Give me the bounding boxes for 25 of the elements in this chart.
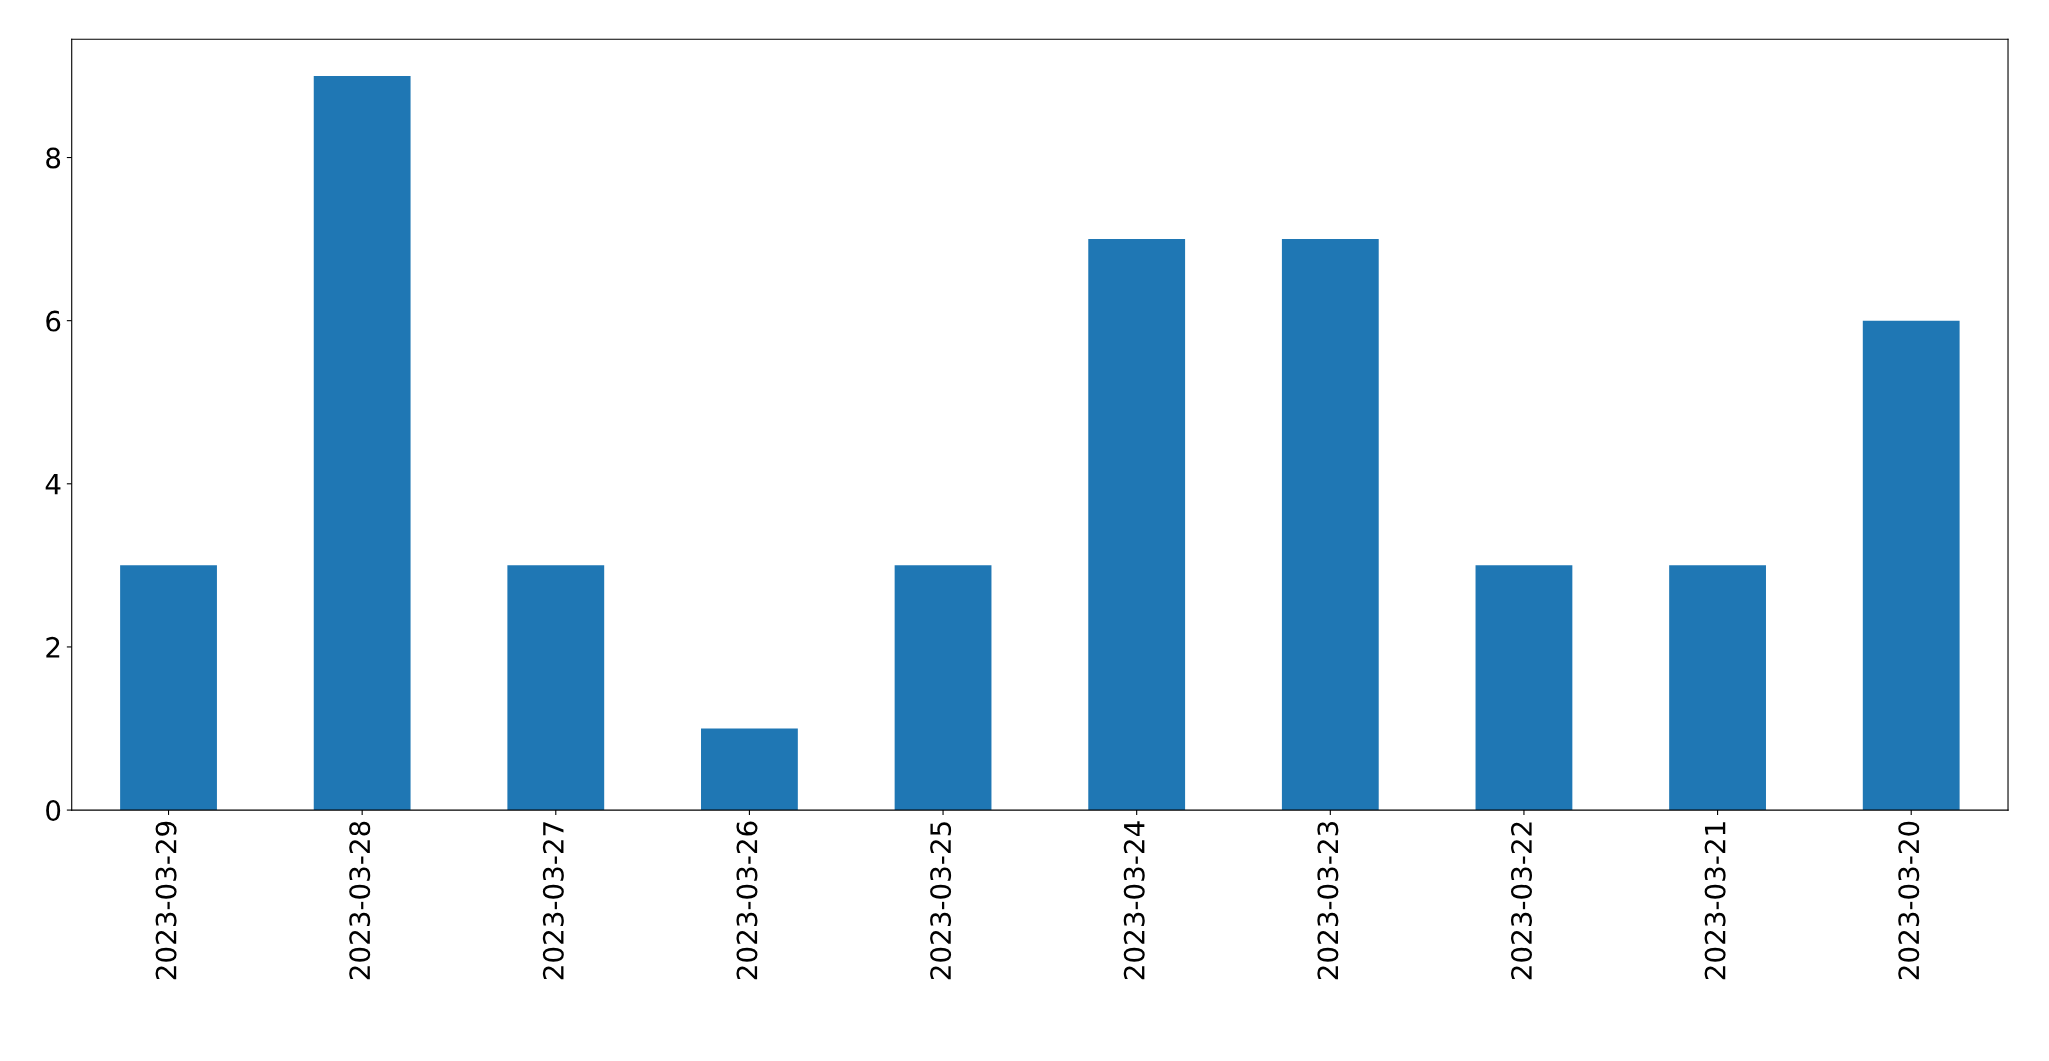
y-tick-label: 4 [45, 474, 61, 495]
x-tick-label: 2023-03-27 [542, 822, 564, 980]
y-tick-label: 2 [46, 636, 60, 658]
x-tick-label: 2023-03-22 [1510, 822, 1532, 980]
bar [1281, 239, 1379, 811]
bar [1088, 239, 1186, 811]
y-tick-label: 0 [46, 800, 61, 822]
bar [1862, 320, 1960, 811]
bar [120, 565, 217, 811]
x-tick-label: 2023-03-25 [930, 822, 952, 980]
x-tick-label: 2023-03-23 [1317, 822, 1339, 980]
x-tick-label: 2023-03-26 [736, 821, 758, 980]
bar [1669, 565, 1766, 811]
x-tick-label: 2023-03-21 [1704, 822, 1726, 980]
x-tick-label: 2023-03-29 [155, 821, 177, 980]
bar [507, 565, 605, 811]
bar [1475, 565, 1573, 811]
y-tick-label: 6 [46, 310, 61, 332]
x-tick-label: 2023-03-24 [1123, 821, 1145, 980]
bar [894, 565, 992, 811]
y-tick-label: 8 [46, 147, 61, 169]
x-tick-label: 2023-03-20 [1898, 821, 1920, 980]
x-tick-label: 2023-03-28 [349, 821, 371, 980]
bar [313, 75, 411, 811]
bar [701, 728, 798, 811]
